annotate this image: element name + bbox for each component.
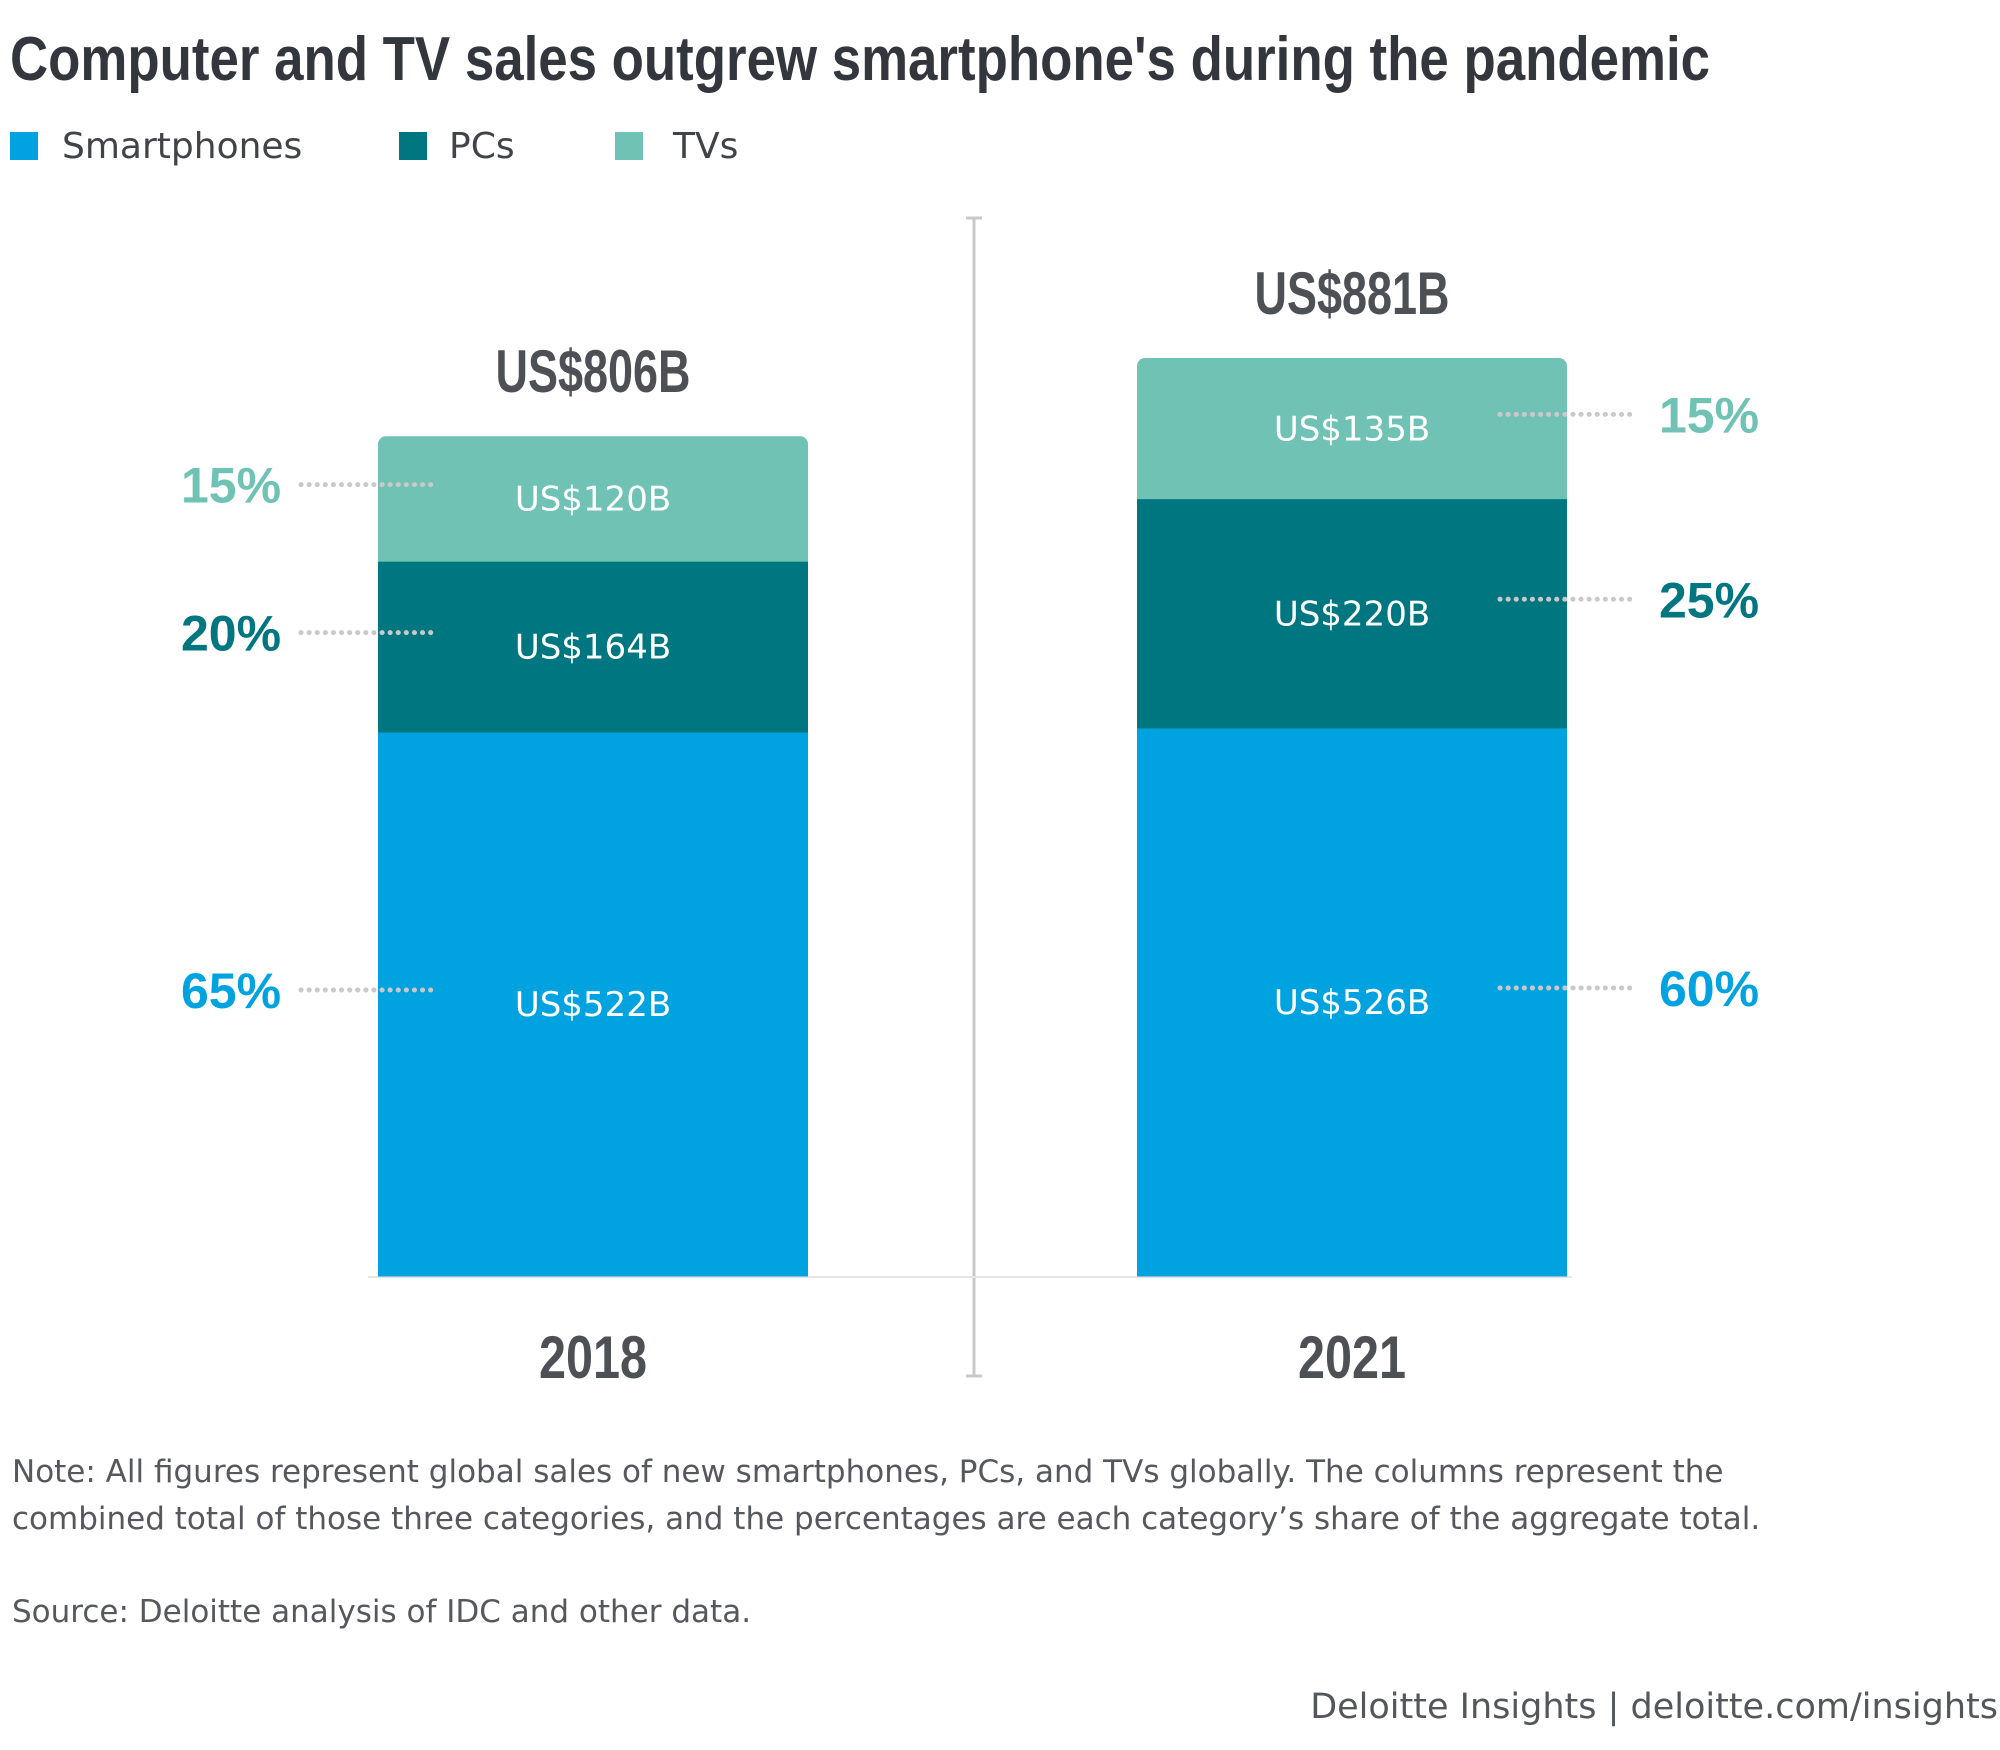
chart-title: Computer and TV sales outgrew smartphone…	[10, 25, 1710, 94]
bar-segment-smartphones-2021	[1137, 727, 1567, 1277]
x-tick-label-2018: 2018	[539, 1324, 647, 1391]
note-line-2: combined total of those three categories…	[12, 1501, 1760, 1537]
share-label-smartphones-2021: 60%	[1659, 961, 1759, 1017]
legend: Smartphones PCs TVs	[10, 126, 738, 167]
legend-swatch-pcs	[399, 132, 427, 160]
total-label-2021: US$881B	[1255, 260, 1450, 327]
legend-swatch-smartphones	[10, 132, 38, 160]
share-label-pcs-2018: 20%	[181, 606, 281, 662]
bar-segment-tvs-2018	[378, 436, 808, 562]
bars: US$522B 65% US$164B 20% US$120B 15% US$806B 201…	[181, 260, 1759, 1391]
legend-label-pcs: PCs	[449, 126, 515, 167]
bar-segment-smartphones-2018	[378, 732, 808, 1277]
share-label-smartphones-2018: 65%	[181, 963, 281, 1019]
bar-segment-pcs-2018	[378, 561, 808, 733]
share-label-tvs-2021: 15%	[1659, 387, 1759, 443]
divider	[966, 216, 982, 1378]
legend-swatch-tvs	[615, 132, 643, 160]
segment-label-smartphones-2018: US$522B	[515, 985, 671, 1025]
segment-label-pcs-2018: US$164B	[515, 628, 671, 668]
segment-label-tvs-2021: US$135B	[1274, 409, 1430, 449]
share-label-pcs-2021: 25%	[1659, 572, 1759, 628]
bar-segment-tvs-2021	[1137, 357, 1567, 500]
source-text: Source: Deloitte analysis of IDC and oth…	[12, 1594, 751, 1630]
segment-label-tvs-2018: US$120B	[515, 480, 671, 520]
total-label-2018: US$806B	[496, 338, 691, 405]
x-tick-label-2021: 2021	[1298, 1324, 1406, 1391]
segment-label-pcs-2021: US$220B	[1274, 594, 1430, 634]
note-line-1: Note: All figures represent global sales…	[12, 1454, 1723, 1490]
share-label-tvs-2018: 15%	[181, 458, 281, 514]
bar-segment-pcs-2021	[1137, 498, 1567, 729]
legend-label-smartphones: Smartphones	[62, 126, 302, 167]
footer-credit: Deloitte Insights | deloitte.com/insight…	[1310, 1687, 1998, 1727]
segment-label-smartphones-2021: US$526B	[1274, 983, 1430, 1023]
legend-label-tvs: TVs	[672, 126, 738, 167]
